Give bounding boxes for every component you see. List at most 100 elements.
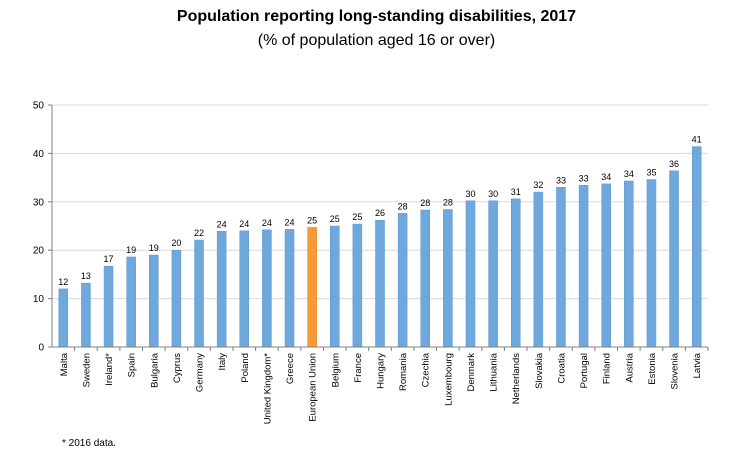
y-tick-label: 50 xyxy=(33,101,45,112)
y-tick-label: 30 xyxy=(33,197,45,208)
data-label: 17 xyxy=(104,254,114,264)
category-label: Estonia xyxy=(647,352,658,384)
data-label: 30 xyxy=(465,189,475,199)
category-label: Latvia xyxy=(692,352,703,378)
data-label: 25 xyxy=(307,215,317,225)
bar xyxy=(103,265,114,348)
category-label: Portugal xyxy=(579,353,590,388)
data-label: 41 xyxy=(692,135,702,145)
bar xyxy=(624,180,634,348)
category-label: Netherlands xyxy=(511,353,522,404)
category-label: Austria xyxy=(624,352,635,382)
data-label: 33 xyxy=(579,173,589,183)
category-label: Lithuania xyxy=(489,352,500,391)
data-label: 24 xyxy=(262,218,272,228)
chart-subtitle: (% of population aged 16 or over) xyxy=(257,32,496,49)
category-label: Hungary xyxy=(376,353,387,389)
y-tick-label: 40 xyxy=(33,149,45,160)
category-label: Czechia xyxy=(421,352,432,387)
bar xyxy=(578,185,589,348)
data-label: 36 xyxy=(669,159,679,169)
data-label: 13 xyxy=(81,271,91,281)
category-label: Belgium xyxy=(330,353,341,387)
category-label: Luxembourg xyxy=(443,353,454,406)
data-label: 34 xyxy=(601,172,611,182)
bar xyxy=(330,225,340,348)
bar xyxy=(443,209,453,348)
bar xyxy=(352,223,363,348)
data-label: 12 xyxy=(58,277,68,287)
category-label: Romania xyxy=(398,352,409,391)
category-label: France xyxy=(353,353,364,383)
data-label: 28 xyxy=(443,198,453,208)
bar xyxy=(262,229,272,348)
category-label: Bulgaria xyxy=(149,352,160,388)
data-label: 22 xyxy=(194,228,204,238)
bar xyxy=(465,200,476,348)
bar xyxy=(669,170,679,348)
data-label: 26 xyxy=(375,208,385,218)
y-tick-label: 10 xyxy=(33,294,45,305)
bar xyxy=(194,239,204,348)
category-label: Croatia xyxy=(556,352,567,383)
labels: 0 10 20 30 40 50 12 Malta 13 Sweden 17 Ireland* 19 Sp… xyxy=(33,101,703,425)
bar xyxy=(126,256,136,348)
data-label: 31 xyxy=(511,187,521,197)
category-label: Malta xyxy=(59,352,70,376)
bar xyxy=(646,179,657,348)
category-label: Poland xyxy=(240,353,251,383)
category-label: Ireland* xyxy=(104,353,115,386)
bar xyxy=(533,191,544,348)
category-label: Finland xyxy=(602,353,613,384)
bar xyxy=(691,146,702,348)
data-label: 24 xyxy=(285,217,295,227)
category-label: United Kingdom* xyxy=(262,353,273,425)
bar xyxy=(284,229,295,348)
data-label: 33 xyxy=(556,175,566,185)
bar xyxy=(149,254,159,348)
bar xyxy=(375,219,385,348)
category-label: Spain xyxy=(127,353,138,377)
bar xyxy=(81,282,91,348)
data-label: 34 xyxy=(624,169,634,179)
category-label: Sweden xyxy=(81,353,92,387)
footnote: * 2016 data. xyxy=(62,438,116,449)
data-label: 28 xyxy=(398,201,408,211)
category-label: Greece xyxy=(285,353,296,384)
data-label: 19 xyxy=(149,243,159,253)
axes xyxy=(48,104,709,351)
y-tick-label: 20 xyxy=(33,246,45,257)
bar xyxy=(216,231,227,348)
data-label: 20 xyxy=(171,238,181,248)
bar xyxy=(420,209,430,348)
data-label: 24 xyxy=(217,219,227,229)
category-label: Slovenia xyxy=(670,352,681,389)
bar xyxy=(171,249,182,348)
bar xyxy=(488,200,498,348)
y-tick-label: 0 xyxy=(38,343,44,354)
data-label: 32 xyxy=(533,180,543,190)
data-label: 19 xyxy=(126,245,136,255)
bar xyxy=(397,213,408,348)
bar xyxy=(556,187,566,348)
chart-title: Population reporting long-standing disab… xyxy=(176,8,577,25)
bar xyxy=(510,198,521,348)
bars xyxy=(58,146,702,348)
data-label: 35 xyxy=(646,168,656,178)
data-label: 28 xyxy=(420,198,430,208)
category-label: Slovakia xyxy=(534,352,545,389)
bar xyxy=(601,183,611,348)
category-label: Denmark xyxy=(466,353,477,392)
category-label: European Union xyxy=(308,353,319,422)
category-label: Italy xyxy=(217,353,228,371)
bar xyxy=(239,230,250,348)
data-label: 25 xyxy=(352,212,362,222)
data-label: 30 xyxy=(488,189,498,199)
category-label: Germany xyxy=(195,353,206,392)
category-label: Cyprus xyxy=(172,353,183,383)
data-label: 24 xyxy=(239,219,249,229)
bar-highlight xyxy=(307,227,317,348)
data-label: 25 xyxy=(330,214,340,224)
bar xyxy=(58,288,69,348)
